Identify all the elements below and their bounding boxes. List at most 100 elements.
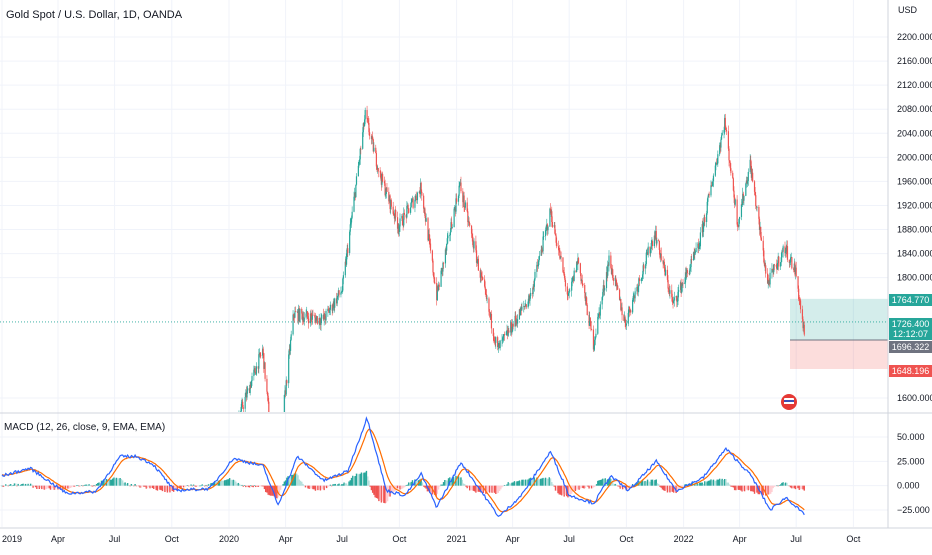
candle-body bbox=[727, 131, 729, 149]
candle-body bbox=[307, 316, 309, 319]
macd-histogram-bar bbox=[255, 485, 257, 488]
macd-histogram-bar bbox=[694, 483, 696, 486]
candle-body bbox=[784, 246, 786, 254]
candle-body bbox=[468, 220, 470, 224]
macd-histogram-bar bbox=[342, 484, 344, 486]
candle-body bbox=[604, 288, 606, 291]
candle-body bbox=[248, 388, 251, 394]
us-flag-icon[interactable] bbox=[781, 394, 797, 410]
candle-body bbox=[711, 185, 713, 187]
candle-body bbox=[316, 316, 318, 318]
candle-body bbox=[542, 236, 544, 252]
candle-body bbox=[263, 362, 266, 369]
candle-body bbox=[316, 316, 318, 324]
candle-body bbox=[498, 343, 501, 349]
candle-body bbox=[320, 318, 322, 325]
candle-body bbox=[475, 241, 477, 251]
macd-histogram-bar bbox=[247, 485, 249, 488]
candle-body bbox=[386, 187, 388, 192]
candle-body bbox=[798, 299, 800, 300]
candle-body bbox=[572, 276, 574, 281]
macd-histogram-bar bbox=[488, 485, 491, 493]
candle-body bbox=[786, 246, 788, 252]
candle-body bbox=[712, 181, 714, 186]
macd-histogram-bar bbox=[799, 485, 802, 490]
macd-histogram-bar bbox=[288, 476, 291, 486]
candle-body bbox=[415, 195, 417, 200]
candle-body bbox=[750, 165, 753, 178]
macd-histogram-bar bbox=[156, 485, 159, 491]
macd-histogram-bar bbox=[355, 473, 358, 486]
macd-histogram-bar bbox=[194, 485, 196, 487]
candle-body bbox=[637, 286, 639, 292]
macd-histogram-bar bbox=[393, 485, 395, 493]
candle-body bbox=[572, 276, 575, 281]
macd-histogram-bar bbox=[90, 485, 93, 487]
candle-body bbox=[531, 292, 534, 294]
candle-body bbox=[654, 235, 656, 239]
candle-body bbox=[675, 296, 677, 298]
candle-body bbox=[680, 282, 682, 293]
macd-histogram-bar bbox=[602, 478, 604, 486]
macd-histogram-bar bbox=[752, 485, 754, 492]
candle-body bbox=[673, 297, 675, 301]
macd-histogram-bar bbox=[7, 485, 9, 487]
candle-body bbox=[556, 242, 558, 247]
macd-histogram-bar bbox=[639, 481, 641, 486]
macd-histogram-bar bbox=[138, 485, 140, 487]
macd-histogram-bar bbox=[498, 485, 501, 492]
macd-histogram-bar bbox=[667, 485, 670, 492]
macd-histogram-bar bbox=[144, 485, 146, 487]
macd-histogram-bar bbox=[496, 485, 498, 494]
candle-body bbox=[724, 117, 726, 128]
candle-body bbox=[385, 193, 387, 196]
candle-body bbox=[747, 180, 749, 184]
candle-body bbox=[768, 281, 771, 285]
candle-body bbox=[421, 191, 423, 196]
macd-histogram-bar bbox=[536, 477, 538, 486]
macd-histogram-bar bbox=[682, 485, 685, 487]
time-tick-label: Oct bbox=[846, 534, 861, 544]
macd-histogram-bar bbox=[375, 485, 378, 498]
candle-body bbox=[464, 202, 466, 208]
macd-histogram-bar bbox=[442, 482, 445, 486]
macd-histogram-bar bbox=[53, 485, 55, 490]
macd-histogram-bar bbox=[348, 481, 350, 486]
macd-histogram-bar bbox=[405, 485, 407, 486]
candle-body bbox=[734, 199, 736, 205]
macd-histogram-bar bbox=[333, 484, 335, 486]
candle-body bbox=[619, 298, 621, 300]
candle-body bbox=[759, 226, 761, 230]
candle-body bbox=[610, 267, 613, 274]
macd-histogram-bar bbox=[94, 485, 96, 487]
macd-histogram-bar bbox=[439, 485, 441, 487]
macd-histogram-bar bbox=[179, 485, 181, 489]
macd-histogram-bar bbox=[468, 485, 471, 491]
macd-histogram-bar bbox=[580, 485, 583, 488]
macd-histogram-bar bbox=[701, 482, 703, 486]
macd-histogram-bar bbox=[737, 485, 740, 490]
candle-body bbox=[502, 337, 504, 340]
macd-histogram-bar bbox=[563, 485, 565, 497]
candle-body bbox=[293, 314, 295, 316]
macd-histogram-bar bbox=[274, 485, 277, 498]
macd-histogram-bar bbox=[223, 480, 226, 486]
macd-histogram-bar bbox=[218, 480, 221, 486]
macd-histogram-bar bbox=[409, 483, 411, 486]
macd-histogram-bar bbox=[707, 480, 710, 486]
macd-histogram-bar bbox=[264, 485, 267, 493]
macd-histogram-bar bbox=[345, 483, 348, 486]
candle-body bbox=[677, 291, 679, 302]
macd-histogram-bar bbox=[656, 483, 659, 486]
price-tick-label: 1600.000 bbox=[897, 393, 932, 403]
candle-body bbox=[355, 176, 358, 185]
macd-histogram-bar bbox=[170, 485, 172, 491]
time-tick-label: Jul bbox=[109, 534, 121, 544]
candle-body bbox=[329, 309, 331, 313]
macd-histogram-bar bbox=[505, 485, 507, 486]
candle-body bbox=[416, 192, 419, 201]
candle-body bbox=[633, 295, 635, 297]
candle-body bbox=[554, 233, 557, 236]
macd-histogram-bar bbox=[222, 480, 225, 486]
